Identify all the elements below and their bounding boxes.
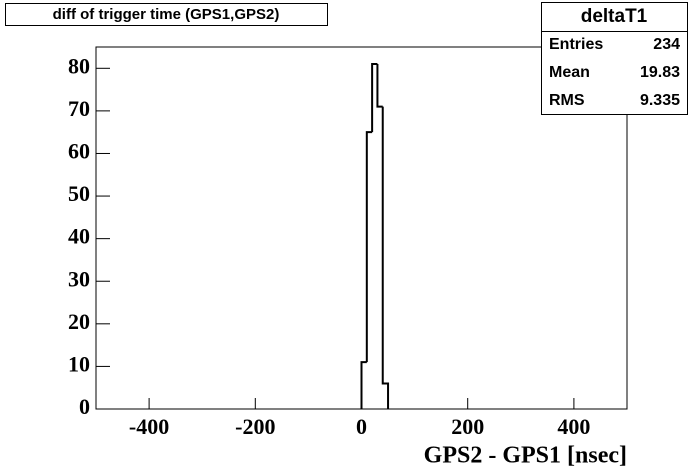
- histogram-bin: [360, 361, 367, 409]
- stats-value: 19.83: [640, 64, 680, 81]
- y-tick-label: 50: [68, 181, 90, 206]
- y-tick-label: 0: [79, 394, 90, 419]
- stats-value: 9.335: [640, 92, 680, 109]
- stats-title: deltaT1: [581, 6, 648, 27]
- histogram-bin: [381, 106, 390, 409]
- histogram-bin: [376, 64, 383, 108]
- y-tick-label: 70: [68, 96, 90, 121]
- x-axis-label: GPS2 - GPS1 [nsec]: [424, 443, 627, 469]
- y-tick-label: 60: [68, 139, 90, 164]
- y-tick-label: 30: [68, 266, 90, 291]
- stats-label: Mean: [549, 64, 590, 81]
- stats-label: RMS: [549, 92, 585, 109]
- x-tick-label: 400: [557, 414, 590, 439]
- title-box: [5, 3, 328, 26]
- x-tick-label: -400: [129, 414, 169, 439]
- y-tick-label: 20: [68, 309, 90, 334]
- x-tick-label: 0: [356, 414, 367, 439]
- histogram-bin: [371, 63, 378, 133]
- stats-value: 234: [653, 36, 680, 53]
- y-tick-label: 10: [68, 351, 90, 376]
- chart-title: diff of trigger time (GPS1,GPS2): [53, 6, 280, 23]
- x-tick-label: -200: [235, 414, 275, 439]
- y-tick-label: 80: [68, 53, 90, 78]
- y-tick-label: 40: [68, 224, 90, 249]
- histogram-bin: [365, 131, 373, 363]
- x-tick-label: 200: [451, 414, 484, 439]
- stats-box: [541, 2, 688, 115]
- stats-label: Entries: [549, 36, 603, 53]
